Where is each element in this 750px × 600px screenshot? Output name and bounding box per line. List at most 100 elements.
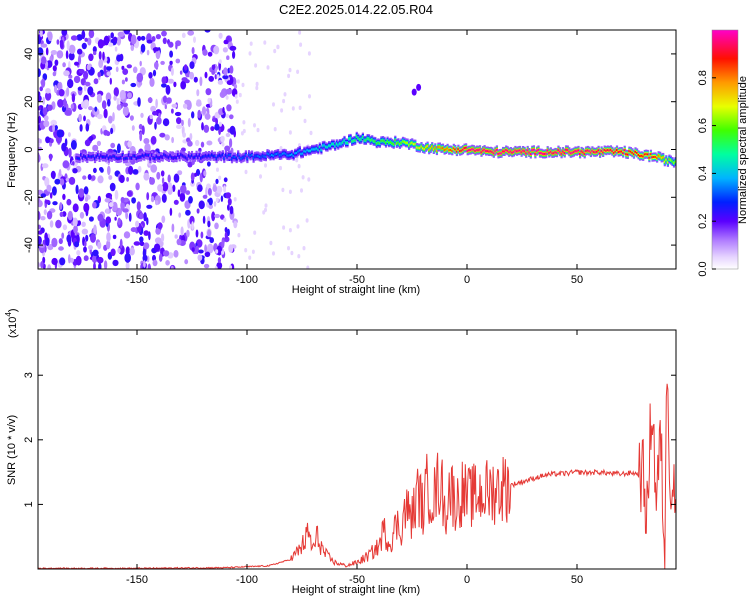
noise-blob bbox=[93, 167, 97, 174]
ridge-cell bbox=[639, 155, 642, 158]
ridge-cell bbox=[482, 149, 485, 152]
ridge-cell bbox=[663, 160, 666, 163]
noise-blob bbox=[130, 227, 137, 233]
noise-blob bbox=[122, 102, 128, 108]
snr-x-axis: -150 -100 -50 0 50 bbox=[126, 330, 583, 586]
ridge-cell bbox=[514, 149, 517, 152]
ridge-cell bbox=[395, 142, 398, 145]
ridge-cell bbox=[671, 160, 674, 163]
ridge-cell bbox=[297, 150, 300, 153]
noise-blob bbox=[40, 193, 47, 198]
noise-blob bbox=[291, 106, 295, 111]
noise-blob bbox=[41, 163, 49, 169]
noise-blob bbox=[146, 192, 150, 201]
noise-blob bbox=[174, 234, 178, 239]
noise-blob bbox=[176, 238, 182, 246]
noise-blob bbox=[47, 264, 52, 269]
noise-blob bbox=[122, 208, 129, 213]
ridge-cell bbox=[187, 154, 190, 157]
noise-blob bbox=[235, 99, 239, 104]
noise-blob bbox=[81, 30, 86, 40]
noise-blob bbox=[56, 39, 60, 45]
ridge-cell bbox=[251, 154, 254, 156]
noise-blob bbox=[113, 95, 117, 101]
noise-blob bbox=[161, 76, 167, 84]
noise-blob bbox=[45, 237, 50, 247]
noise-blob bbox=[173, 173, 180, 183]
ridge-cell bbox=[425, 146, 428, 149]
noise-blob bbox=[125, 246, 130, 256]
ridge-cell bbox=[201, 155, 204, 158]
ridge-cell bbox=[656, 157, 659, 160]
ridge-outlier bbox=[416, 83, 422, 91]
noise-blob bbox=[58, 89, 65, 97]
noise-blob bbox=[105, 208, 110, 214]
noise-blob bbox=[74, 241, 80, 248]
ridge-cell bbox=[178, 155, 181, 158]
noise-blob bbox=[170, 67, 174, 76]
noise-blob bbox=[61, 142, 67, 152]
noise-blob bbox=[44, 177, 50, 187]
ridge-cell bbox=[517, 149, 520, 152]
noise-blob bbox=[193, 172, 198, 177]
ridge-cell bbox=[659, 155, 662, 158]
noise-blob bbox=[229, 65, 234, 74]
noise-blob bbox=[114, 46, 118, 52]
noise-blob bbox=[127, 92, 132, 99]
noise-blob bbox=[237, 233, 241, 238]
noise-blob bbox=[92, 201, 97, 209]
noise-blob bbox=[307, 177, 311, 182]
noise-blob bbox=[203, 263, 210, 269]
colorbar-tick-label: 0.4 bbox=[697, 166, 709, 181]
noise-blob bbox=[135, 220, 140, 228]
noise-blob bbox=[169, 50, 174, 58]
noise-blob bbox=[195, 139, 200, 147]
ridge-cell bbox=[107, 157, 110, 160]
ridge-cell bbox=[84, 156, 87, 158]
ridge-cell bbox=[412, 143, 415, 146]
noise-blob bbox=[64, 109, 72, 116]
ridge-cell bbox=[300, 152, 303, 155]
ridge-cell bbox=[189, 156, 192, 159]
x-tick-label: 0 bbox=[464, 574, 470, 586]
ridge-cell bbox=[298, 149, 301, 152]
ridge-cell bbox=[448, 149, 451, 152]
ridge-cell bbox=[164, 154, 167, 157]
noise-blob bbox=[47, 244, 54, 251]
noise-blob bbox=[128, 165, 134, 175]
ridge-cell bbox=[500, 152, 503, 155]
noise-blob bbox=[191, 47, 195, 55]
noise-blob bbox=[136, 201, 141, 211]
noise-blob bbox=[207, 161, 211, 167]
noise-blob bbox=[206, 243, 214, 254]
noise-blob bbox=[86, 64, 91, 71]
ridge-cell bbox=[408, 144, 411, 147]
x-tick-label: -50 bbox=[349, 274, 365, 286]
ridge-cell bbox=[471, 148, 474, 151]
ridge-cell bbox=[397, 141, 400, 144]
noise-blob bbox=[211, 211, 216, 222]
ridge-cell bbox=[200, 157, 203, 160]
ridge-cell bbox=[133, 154, 137, 157]
ridge-cell bbox=[161, 156, 164, 159]
heatmap-x-label: Height of straight line (km) bbox=[292, 284, 420, 296]
noise-blob bbox=[139, 241, 145, 247]
ridge-cell bbox=[150, 154, 154, 157]
noise-blob bbox=[117, 31, 125, 37]
ridge-cell bbox=[160, 155, 163, 158]
noise-blob bbox=[66, 40, 70, 51]
noise-blob bbox=[93, 224, 97, 235]
ridge-cell bbox=[583, 152, 586, 155]
ridge-cell bbox=[247, 153, 251, 156]
noise-blob bbox=[225, 88, 233, 95]
noise-blob bbox=[75, 255, 82, 266]
ridge-cell bbox=[93, 157, 97, 160]
ridge-cell bbox=[361, 136, 364, 139]
noise-blob bbox=[83, 115, 86, 122]
ridge-cell bbox=[648, 156, 651, 159]
noise-blob bbox=[269, 240, 273, 246]
ridge-cell bbox=[217, 155, 220, 158]
ridge-cell bbox=[235, 157, 238, 160]
noise-blob bbox=[85, 123, 90, 132]
ridge-cell bbox=[344, 141, 348, 144]
